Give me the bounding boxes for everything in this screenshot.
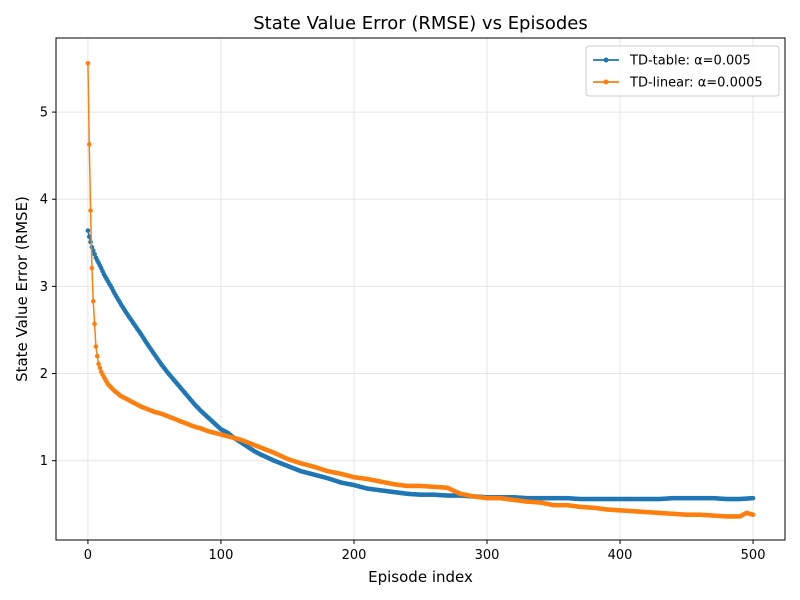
x-tick-label: 0 bbox=[84, 548, 92, 563]
legend: TD-table: α=0.005 TD-linear: α=0.0005 bbox=[585, 45, 780, 97]
data-point bbox=[85, 60, 91, 66]
legend-marker-td-table bbox=[603, 57, 609, 63]
data-point bbox=[93, 344, 99, 349]
grid bbox=[56, 38, 785, 540]
ticks: 0 100 200 300 400 500 1 2 3 4 5 bbox=[40, 106, 766, 563]
data-point bbox=[92, 321, 97, 327]
y-tick-label: 4 bbox=[40, 193, 48, 208]
data-point bbox=[86, 234, 92, 240]
x-tick-label: 500 bbox=[741, 548, 766, 563]
y-tick-label: 2 bbox=[40, 367, 48, 382]
data-point bbox=[89, 265, 95, 271]
data-point bbox=[750, 495, 756, 501]
y-tick-label: 3 bbox=[40, 280, 48, 295]
legend-box bbox=[585, 45, 780, 97]
data-point bbox=[94, 353, 100, 359]
legend-label-td-linear: TD-linear: α=0.0005 bbox=[629, 76, 763, 91]
legend-entry-td-table: TD-table: α=0.005 bbox=[593, 54, 751, 69]
data-point bbox=[90, 298, 96, 304]
series-td-linear bbox=[85, 60, 756, 519]
axes-frame bbox=[55, 37, 786, 541]
data-point bbox=[750, 512, 756, 518]
legend-label-td-table: TD-table: α=0.005 bbox=[629, 54, 751, 69]
data-point bbox=[92, 251, 97, 257]
data-point bbox=[86, 142, 92, 147]
plot-series bbox=[85, 60, 756, 519]
chart-title: State Value Error (RMSE) vs Episodes bbox=[253, 13, 588, 34]
x-axis-title: Episode index bbox=[368, 568, 473, 586]
y-tick-label: 5 bbox=[40, 106, 48, 121]
y-tick-label: 1 bbox=[40, 454, 48, 469]
data-point bbox=[88, 208, 93, 213]
data-point bbox=[96, 361, 101, 367]
legend-entry-td-linear: TD-linear: α=0.0005 bbox=[593, 76, 763, 91]
x-tick-label: 200 bbox=[342, 548, 367, 563]
y-axis-title: State Value Error (RMSE) bbox=[13, 196, 31, 382]
data-point bbox=[85, 228, 91, 233]
data-point bbox=[97, 365, 103, 371]
x-tick-label: 300 bbox=[475, 548, 500, 563]
legend-marker-td-linear bbox=[603, 79, 609, 85]
x-tick-label: 400 bbox=[608, 548, 633, 563]
x-tick-label: 100 bbox=[209, 548, 234, 563]
